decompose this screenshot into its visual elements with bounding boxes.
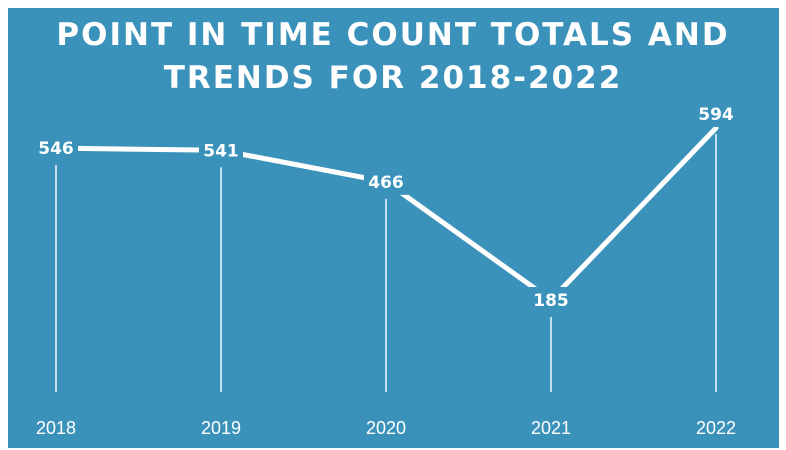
drop-lines	[55, 134, 717, 392]
data-label-bg-2022	[694, 101, 738, 127]
data-labels: 546 541 466 185 594	[34, 101, 738, 313]
data-label-2022: 594	[698, 105, 734, 125]
data-label-bg-2021	[529, 287, 573, 313]
x-tick-label-2021: 2021	[531, 418, 571, 438]
x-axis-tick-labels: 2018 2019 2020 2021 2022	[36, 418, 736, 438]
x-tick-label-2020: 2020	[366, 418, 406, 438]
data-label-bg-2020	[364, 168, 408, 195]
x-tick-label-2022: 2022	[696, 418, 736, 438]
data-label-2020: 466	[368, 173, 404, 193]
x-tick-label-2018: 2018	[36, 418, 76, 438]
data-label-bg-2018	[34, 135, 78, 162]
chart-background	[8, 8, 779, 448]
data-label-2019: 541	[203, 141, 239, 161]
chart-title: POINT IN TIME COUNT TOTALS AND TRENDS FO…	[0, 14, 786, 100]
x-tick-label-2019: 2019	[201, 418, 241, 438]
chart-title-line-1: POINT IN TIME COUNT TOTALS AND	[56, 17, 730, 53]
data-label-2018: 546	[38, 139, 74, 159]
data-label-bg-2019	[199, 137, 243, 164]
chart-title-line-2: TRENDS FOR 2018-2022	[163, 60, 623, 96]
data-label-2021: 185	[533, 291, 569, 311]
